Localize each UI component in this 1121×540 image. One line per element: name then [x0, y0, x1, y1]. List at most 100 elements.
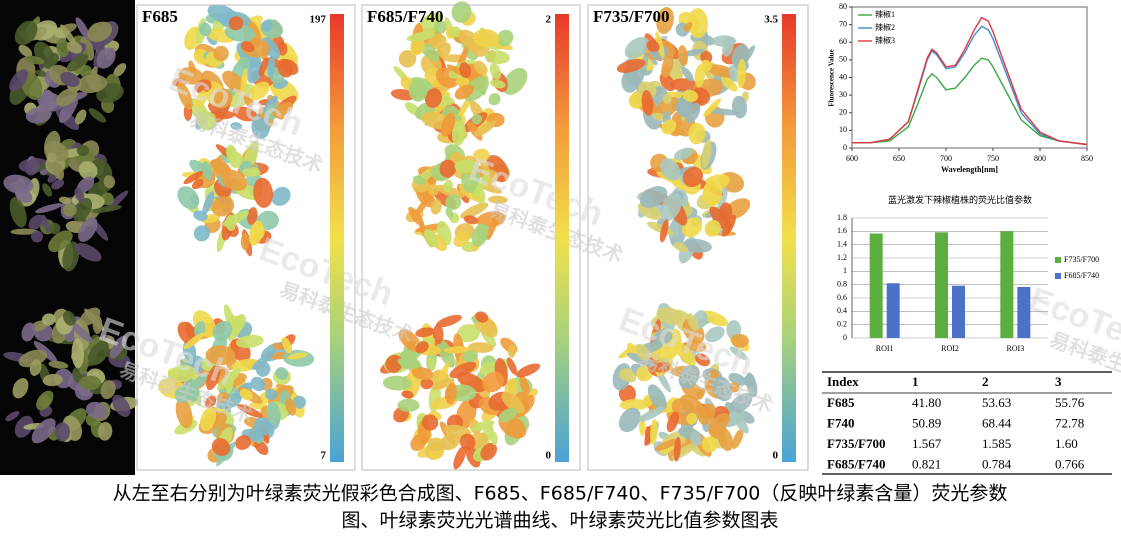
leaf [217, 367, 241, 391]
leaf [78, 161, 98, 180]
colorbar-min: 7 [321, 450, 327, 462]
leaf [685, 102, 701, 124]
leaf [200, 407, 217, 431]
leaf [265, 388, 277, 401]
leaf [702, 181, 723, 207]
leaf [428, 357, 436, 371]
leaf [722, 36, 734, 57]
table-cell: 1.60 [1055, 436, 1078, 451]
bar [1017, 286, 1031, 338]
leaf [398, 329, 422, 353]
leaf [508, 344, 517, 358]
leaf [31, 418, 56, 444]
leaf [42, 373, 63, 387]
leaf [205, 345, 236, 366]
leaf [432, 324, 444, 345]
leaf [674, 147, 694, 161]
leaf [235, 334, 264, 349]
leaf [624, 36, 650, 59]
leaf [506, 357, 518, 376]
leaf [731, 95, 748, 119]
leaf [449, 26, 462, 38]
leaf [433, 20, 448, 34]
leaf [250, 376, 266, 392]
y-tick-label: 60 [839, 37, 847, 46]
leaf [46, 152, 57, 163]
leaf [88, 108, 107, 123]
panel-frame [361, 4, 581, 471]
leaf [78, 217, 98, 242]
leaf [3, 174, 34, 194]
leaf [201, 161, 213, 180]
panel-title: F735/F700 [593, 7, 670, 26]
leaf [696, 388, 706, 399]
legend-swatch [1055, 273, 1061, 279]
table-cell: F685 [827, 395, 855, 410]
leaf [253, 416, 272, 436]
leaf [705, 326, 725, 343]
leaf [421, 414, 439, 431]
table-cell: 0.821 [912, 456, 941, 471]
leaf [428, 33, 447, 50]
leaf [232, 106, 258, 122]
leaf [54, 422, 71, 442]
leaf [79, 307, 101, 326]
leaf [649, 418, 658, 445]
leaf [35, 69, 47, 77]
leaf [626, 352, 656, 367]
leaf [87, 21, 112, 42]
leaf [213, 88, 233, 109]
leaf [271, 186, 291, 206]
leaf [451, 1, 472, 23]
leaf [694, 64, 706, 88]
y-tick-label: 0 [843, 333, 847, 342]
leaf [235, 435, 252, 450]
y-tick-label: 80 [839, 2, 847, 11]
leaf [412, 175, 426, 185]
leaf [471, 420, 495, 432]
leaf [472, 171, 490, 200]
leaf [213, 45, 229, 62]
leaf [480, 442, 498, 461]
leaf [228, 151, 244, 169]
colorbar-min: 0 [773, 450, 779, 462]
leaf [220, 169, 248, 191]
leaf [656, 7, 674, 34]
leaf [445, 207, 454, 219]
leaf [639, 186, 668, 208]
leaf [717, 427, 734, 452]
leaf [501, 391, 525, 414]
leaf [183, 332, 205, 350]
leaf [216, 391, 229, 403]
leaf [471, 223, 489, 247]
leaf [654, 438, 679, 452]
leaf [76, 144, 89, 157]
y-tick-label: 1.6 [837, 226, 847, 235]
leaf [72, 198, 93, 222]
leaf [646, 40, 660, 52]
leaf [85, 401, 107, 419]
leaf [79, 375, 102, 391]
leaf [28, 214, 45, 230]
y-tick-label: 0.4 [837, 306, 847, 315]
y-tick-label: 40 [839, 72, 847, 81]
leaf [9, 69, 28, 92]
leaf [91, 205, 122, 213]
leaf [456, 94, 472, 121]
leaf [251, 349, 277, 370]
leaf [672, 58, 682, 75]
leaf [708, 413, 731, 434]
colorbar-max: 2 [546, 14, 552, 26]
leaf [272, 102, 294, 118]
leaf [635, 343, 650, 362]
leaf [41, 214, 51, 233]
leaf [686, 339, 707, 353]
leaf [382, 375, 412, 391]
leaf [60, 71, 80, 87]
leaf [728, 65, 740, 82]
leaf [56, 88, 78, 107]
bar [886, 283, 900, 338]
leaf [435, 184, 465, 199]
leaf [660, 192, 682, 222]
